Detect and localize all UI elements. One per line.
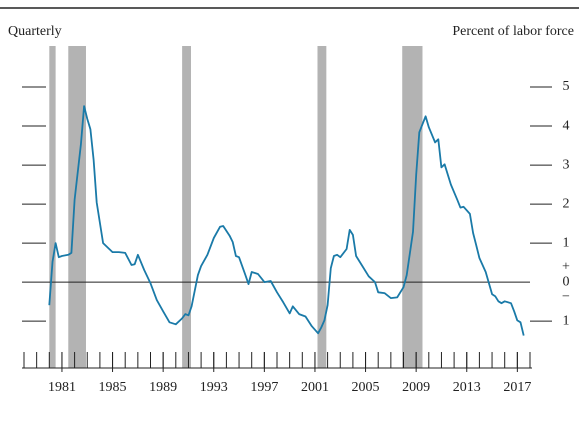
zero-sign: + [562, 259, 570, 274]
y-tick-label: 3 [563, 157, 570, 172]
header-right: Percent of labor force [452, 24, 574, 39]
recession-band [182, 46, 191, 368]
x-tick-label: 1989 [149, 380, 177, 395]
data-line [48, 105, 525, 336]
header-left: Quarterly [8, 24, 62, 39]
x-tick-label: 2013 [453, 380, 481, 395]
y-tick-label: 0 [563, 274, 570, 289]
x-tick-label: 2017 [503, 380, 531, 395]
recession-band [49, 46, 56, 368]
recession-band [317, 46, 327, 368]
recession-band [402, 46, 423, 368]
zero-sign: − [562, 289, 570, 304]
recession-band [68, 46, 86, 368]
y-tick-label: 1 [563, 313, 570, 328]
y-tick-label: 4 [563, 118, 570, 133]
y-tick-label: 5 [563, 79, 570, 94]
y-tick-label: 2 [563, 196, 570, 211]
x-tick-label: 1985 [99, 380, 127, 395]
x-tick-label: 2001 [301, 380, 329, 395]
x-tick-label: 2009 [402, 380, 430, 395]
x-tick-label: 1997 [250, 380, 278, 395]
x-tick-label: 1981 [48, 380, 76, 395]
x-tick-label: 2005 [352, 380, 380, 395]
x-tick-label: 1993 [200, 380, 228, 395]
y-tick-label: 1 [563, 235, 570, 250]
